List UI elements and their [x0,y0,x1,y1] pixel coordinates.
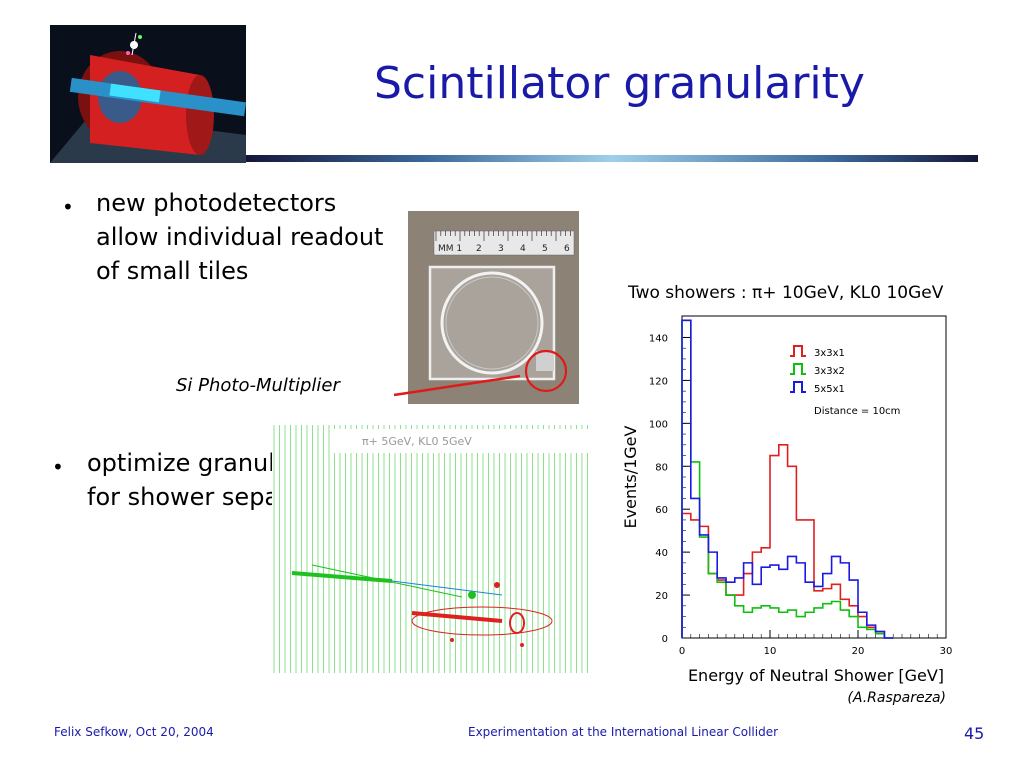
x-tick-label: 0 [679,646,685,657]
ruler-label: 2 [476,244,482,254]
sipm-label: Si Photo-Multiplier [176,375,340,396]
chart-annotation: Distance = 10cm [814,406,900,417]
ruler-label: MM 1 [438,244,462,254]
x-tick-label: 20 [852,646,865,657]
legend-swatch-5x5x1 [790,381,806,393]
footer-author: Felix Sefkow, Oct 20, 2004 [54,725,214,739]
legend-label-5x5x1: 5x5x1 [814,384,845,395]
slide-title: Scintillator granularity [374,58,865,109]
header-divider [246,155,978,162]
x-tick-label: 10 [764,646,777,657]
ruler-label: 4 [520,244,526,254]
legend-swatch-3x3x1 [790,345,806,357]
scintillator-tile-photo: MM 1 2 3 4 5 6 [408,211,579,404]
sipm-pointer-arrow [393,374,521,397]
event-display-label: π+ 5GeV, KL0 5GeV [362,435,472,448]
y-tick-label: 80 [655,462,668,473]
bullet-photodetectors: new photodetectors allow individual read… [96,189,384,285]
ruler-label: 3 [498,244,504,254]
y-tick-label: 20 [655,591,668,602]
ruler-label: 6 [564,244,570,254]
y-tick-label: 60 [655,505,668,516]
ruler-label: 5 [542,244,548,254]
x-axis-label: Energy of Neutral Shower [GeV] [688,666,944,685]
y-tick-label: 100 [649,419,668,430]
y-axis-label: Events/1GeV [621,425,640,528]
y-tick-label: 0 [662,634,668,645]
x-tick-label: 30 [940,646,953,657]
bullet-marker: • [62,195,74,219]
y-tick-label: 40 [655,548,668,559]
bullet-marker: • [52,455,64,479]
legend-label-3x3x2: 3x3x2 [814,366,845,377]
chart-credit: (A.Raspareza) [847,690,946,706]
series-5x5x1-line [681,319,894,639]
y-tick-label: 140 [649,333,668,344]
shower-event-display: π+ 5GeV, KL0 5GeV [272,425,592,673]
footer-title: Experimentation at the International Lin… [468,725,779,739]
legend-label-3x3x1: 3x3x1 [814,348,845,359]
histogram-chart: Two showers : π+ 10GeV, KL0 10GeV 0 20 40 6… [621,283,953,706]
legend-swatch-3x3x2 [790,363,806,375]
sipm-highlight-circle [524,349,568,393]
detector-header-image [50,25,246,163]
y-tick-label: 120 [649,376,668,387]
chart-title: Two showers : π+ 10GeV, KL0 10GeV [627,283,944,303]
slide-number: 45 [964,724,985,743]
